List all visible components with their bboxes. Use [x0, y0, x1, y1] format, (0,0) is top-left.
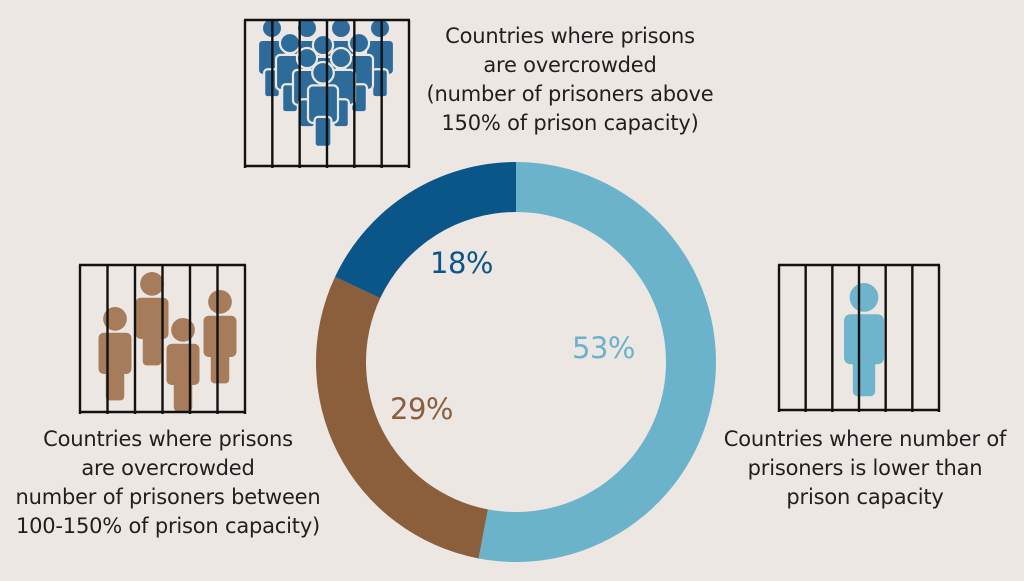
- caption-low: Countries where number of prisoners is l…: [710, 425, 1020, 512]
- donut-segments: [315, 162, 717, 563]
- caption-high-line: are overcrowded: [483, 53, 657, 77]
- segment-under-capacity: [478, 162, 717, 563]
- caption-low-line: prison capacity: [786, 485, 944, 509]
- label-mid-percent: 29%: [390, 392, 453, 426]
- caption-mid-line: are overcrowded: [81, 456, 255, 480]
- caption-high-line: Countries where prisons: [445, 24, 695, 48]
- label-low-percent: 53%: [572, 331, 635, 365]
- caption-low-line: prisoners is lower than: [747, 456, 983, 480]
- segment-overcrowded-100-150: [315, 276, 488, 559]
- caption-low-line: Countries where number of: [723, 427, 1007, 451]
- caption-mid: Countries where prisons are overcrowded …: [0, 425, 336, 541]
- caption-high: Countries where prisons are overcrowded …: [420, 22, 720, 138]
- caption-mid-line: Countries where prisons: [43, 427, 293, 451]
- segment-overcrowded-150-plus: [335, 162, 516, 299]
- label-high-percent: 18%: [430, 246, 493, 280]
- caption-high-line: (number of prisoners above: [426, 82, 714, 106]
- caption-mid-line: number of prisoners between: [15, 485, 321, 509]
- caption-high-line: 150% of prison capacity): [441, 111, 699, 135]
- caption-mid-line: 100-150% of prison capacity): [15, 514, 321, 538]
